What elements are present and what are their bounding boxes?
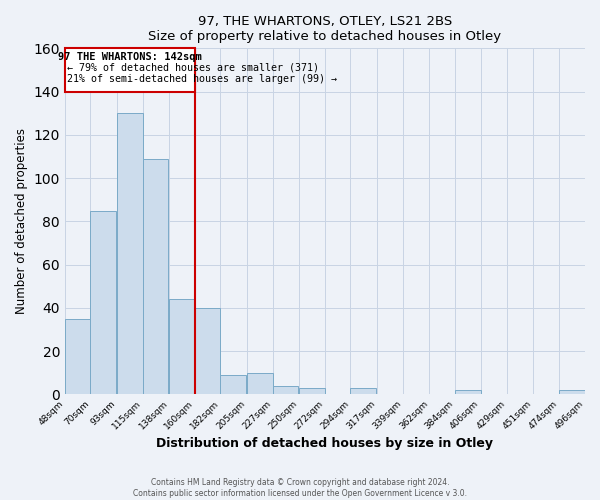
Bar [559, 390, 585, 394]
Bar [65, 319, 91, 394]
Bar [195, 308, 220, 394]
Bar [273, 386, 298, 394]
Bar [350, 388, 376, 394]
Bar [455, 390, 481, 394]
Text: 21% of semi-detached houses are larger (99) →: 21% of semi-detached houses are larger (… [67, 74, 337, 85]
Bar [299, 388, 325, 394]
X-axis label: Distribution of detached houses by size in Otley: Distribution of detached houses by size … [157, 437, 493, 450]
Bar [117, 113, 143, 394]
FancyBboxPatch shape [65, 48, 195, 92]
Y-axis label: Number of detached properties: Number of detached properties [15, 128, 28, 314]
Bar [220, 375, 246, 394]
Bar [143, 158, 168, 394]
Text: Contains HM Land Registry data © Crown copyright and database right 2024.
Contai: Contains HM Land Registry data © Crown c… [133, 478, 467, 498]
Text: ← 79% of detached houses are smaller (371): ← 79% of detached houses are smaller (37… [67, 62, 319, 72]
Bar [91, 210, 116, 394]
Text: 97 THE WHARTONS: 142sqm: 97 THE WHARTONS: 142sqm [58, 52, 202, 62]
Bar [169, 300, 195, 394]
Title: 97, THE WHARTONS, OTLEY, LS21 2BS
Size of property relative to detached houses i: 97, THE WHARTONS, OTLEY, LS21 2BS Size o… [148, 15, 502, 43]
Bar [247, 373, 273, 394]
